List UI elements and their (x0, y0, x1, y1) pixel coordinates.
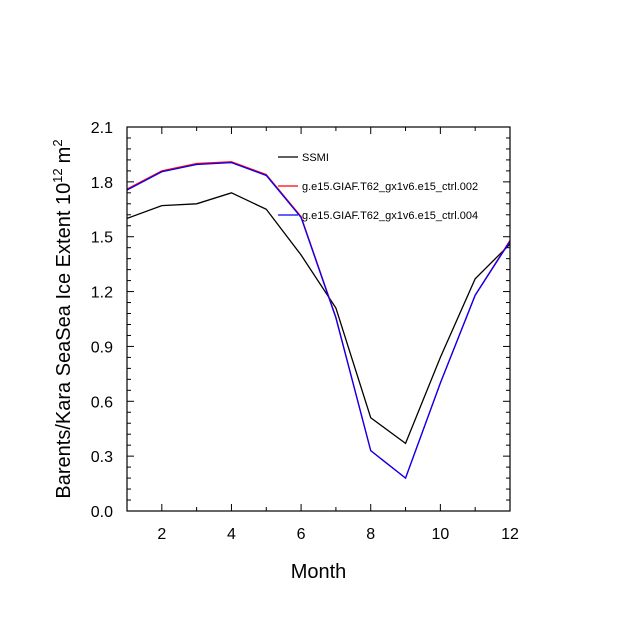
plot-frame (126, 126, 511, 512)
y-tick-label: 0.0 (91, 504, 113, 521)
y-tick-label: 1.8 (91, 175, 113, 192)
x-tick-label: 2 (157, 526, 166, 543)
x-axis-label: Month (291, 561, 347, 583)
series-line-3 (126, 162, 511, 480)
legend-label-3: g.e15.GIAF.T62_gx1v6.e15_ctrl.004 (302, 210, 478, 222)
x-tick-label: 8 (366, 526, 375, 543)
y-tick-label: 2.1 (91, 120, 113, 137)
y-tick-label: 0.9 (91, 339, 113, 356)
y-tick-label: 1.5 (91, 230, 113, 247)
y-axis-label-unit: m (53, 147, 75, 164)
y-axis-label-main: Barents/Kara SeaSea Ice Extent 10 (53, 183, 75, 499)
tick-labels: 2 4 6 8 10 12 0.0 0.3 0.6 0.9 1.2 1.5 1.8 2.1 (91, 120, 519, 543)
x-tick-label: 12 (501, 526, 519, 543)
y-axis-label-unit-exponent: 2 (50, 139, 65, 146)
y-tick-label: 0.3 (91, 449, 113, 466)
y-axis-label: Barents/Kara SeaSea Ice Extent 1012 m2 (50, 139, 75, 498)
x-tick-label: 10 (431, 526, 449, 543)
y-tick-label: 1.2 (91, 285, 113, 302)
legend-label-1: SSMI (302, 152, 329, 164)
legend: SSMI g.e15.GIAF.T62_gx1v6.e15_ctrl.002 g.e… (278, 152, 478, 222)
x-tick-label: 6 (297, 526, 306, 543)
x-tick-label: 4 (227, 526, 236, 543)
series-line-1 (126, 192, 511, 445)
y-axis-label-exponent: 12 (50, 168, 65, 182)
y-tick-label: 0.6 (91, 394, 113, 411)
series-layer (126, 161, 511, 480)
legend-label-2: g.e15.GIAF.T62_gx1v6.e15_ctrl.002 (302, 181, 478, 193)
